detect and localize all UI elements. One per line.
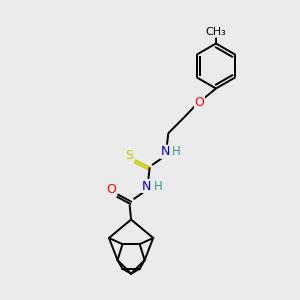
Text: S: S (125, 149, 133, 162)
Text: H: H (154, 179, 163, 193)
Text: N: N (142, 179, 152, 193)
Text: O: O (195, 95, 204, 109)
Text: O: O (107, 183, 116, 196)
Text: N: N (160, 145, 170, 158)
Text: H: H (172, 145, 181, 158)
Text: CH₃: CH₃ (206, 27, 226, 37)
